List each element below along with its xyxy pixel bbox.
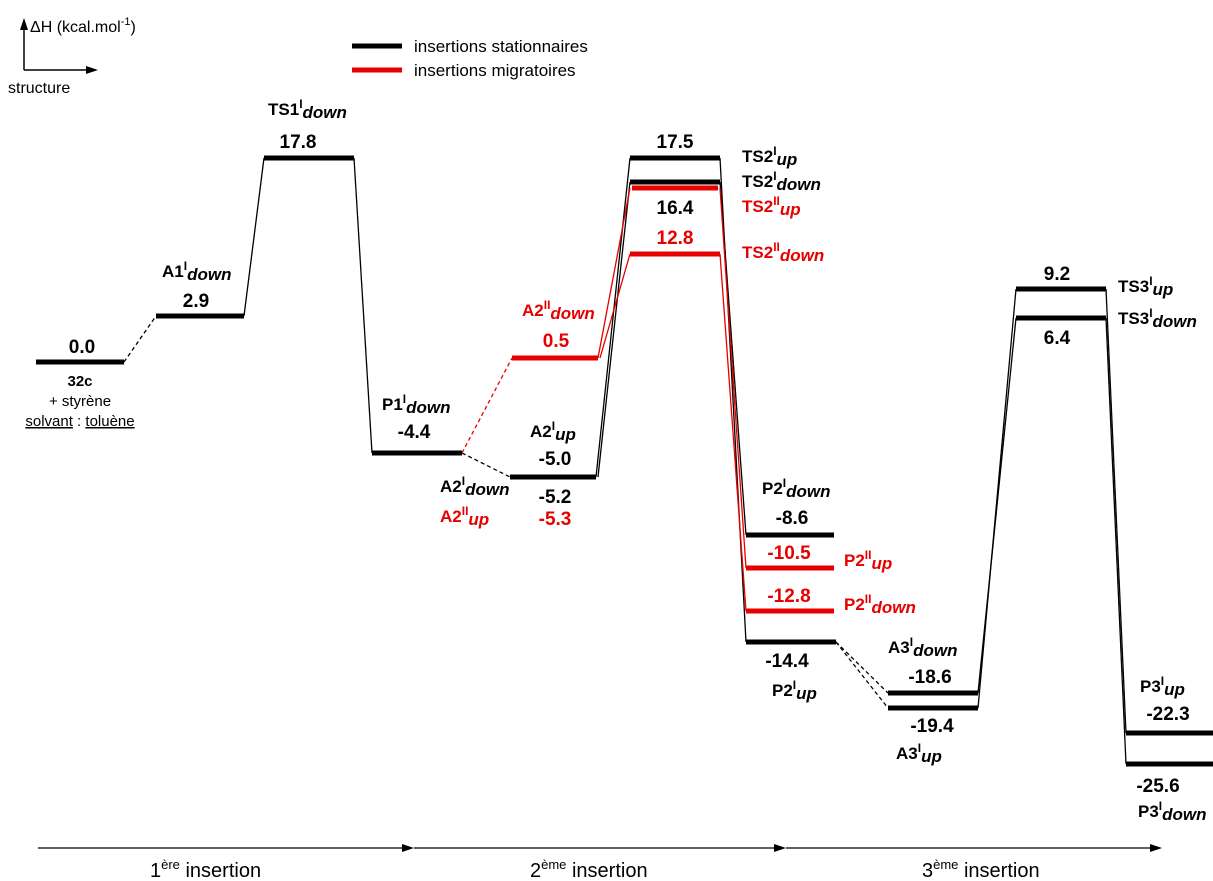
value-P3-down: -25.6 bbox=[1136, 776, 1179, 797]
phase-3-label: 3ème insertion bbox=[922, 857, 1040, 881]
value-TS3-up: 9.2 bbox=[1044, 264, 1070, 285]
value-A1-down: 2.9 bbox=[183, 291, 209, 312]
label-P2-up: P2Iup bbox=[772, 678, 817, 703]
start-compound: 32c bbox=[67, 373, 92, 390]
label-P2II-up: P2IIup bbox=[844, 548, 892, 573]
legend: insertions stationnaires insertions migr… bbox=[352, 37, 588, 80]
label-P3-up: P3Iup bbox=[1140, 674, 1185, 699]
value-P2II-down: -12.8 bbox=[767, 586, 810, 607]
value-TS3-down: 6.4 bbox=[1044, 328, 1071, 349]
axis-indicator: ΔH (kcal.mol-1) structure bbox=[8, 16, 136, 97]
legend-migratory: insertions migratoires bbox=[414, 61, 576, 80]
label-TS2II-down: TS2IIdown bbox=[742, 240, 824, 265]
connectors-stationary bbox=[123, 157, 1127, 765]
values-migratory: 0.5 -5.3 12.8 -10.5 -12.8 bbox=[539, 228, 811, 607]
value-TS2II-down: 12.8 bbox=[657, 228, 694, 249]
phase-1-label: 1ère insertion bbox=[150, 857, 261, 881]
value-A2II-down: 0.5 bbox=[543, 331, 570, 352]
labels-migratory: A2IIdown A2IIup TS2IIup TS2IIdown P2IIup… bbox=[440, 194, 916, 617]
label-A2II-down: A2IIdown bbox=[522, 298, 595, 323]
phase-2-label: 2ème insertion bbox=[530, 857, 648, 881]
value-P3-up: -22.3 bbox=[1146, 704, 1189, 725]
values-stationary: 0.0 2.9 17.8 -4.4 -5.0 -5.2 17.5 16.4 -8… bbox=[69, 132, 1190, 797]
value-TS1-down: 17.8 bbox=[280, 132, 317, 153]
start-solvent: solvant : toluène bbox=[25, 413, 134, 430]
label-TS2-down: TS2Idown bbox=[742, 169, 821, 194]
value-P1-down: -4.4 bbox=[398, 422, 431, 443]
label-A2-down: A2Idown bbox=[440, 474, 509, 499]
value-A2-down: -5.2 bbox=[539, 487, 572, 508]
value-P2-up: -14.4 bbox=[765, 651, 809, 672]
label-P2-down: P2Idown bbox=[762, 476, 831, 501]
label-A3-down: A3Idown bbox=[888, 635, 957, 660]
value-TS2-down: 16.4 bbox=[657, 198, 694, 219]
label-A2II-up: A2IIup bbox=[440, 504, 489, 529]
legend-stationary: insertions stationnaires bbox=[414, 37, 588, 56]
label-TS2-up: TS2Iup bbox=[742, 144, 797, 169]
label-A2-up: A2Iup bbox=[530, 419, 576, 444]
connectors-migratory bbox=[461, 187, 747, 612]
label-P2II-down: P2IIdown bbox=[844, 592, 916, 617]
value-A2-up: -5.0 bbox=[539, 449, 572, 470]
label-P1-down: P1Idown bbox=[382, 392, 451, 417]
y-axis-label: ΔH (kcal.mol-1) bbox=[30, 16, 136, 36]
levels-stationary bbox=[36, 155, 1213, 767]
value-A3-down: -18.6 bbox=[908, 667, 951, 688]
value-A3-up: -19.4 bbox=[910, 716, 954, 737]
start-reactant: + styrène bbox=[49, 393, 111, 410]
label-TS3-up: TS3Iup bbox=[1118, 274, 1173, 299]
value-P2II-up: -10.5 bbox=[767, 543, 811, 564]
labels-stationary: A1Idown TS1Idown P1Idown A2Idown A2Iup T… bbox=[162, 97, 1207, 824]
phase-axis: 1ère insertion 2ème insertion 3ème inser… bbox=[38, 844, 1162, 881]
levels-migratory bbox=[512, 185, 834, 614]
start-note: 32c + styrène solvant : toluène bbox=[25, 373, 134, 430]
label-P3-down: P3Idown bbox=[1138, 799, 1207, 824]
label-A1-down: A1Idown bbox=[162, 259, 231, 284]
label-A3-up: A3Iup bbox=[896, 741, 942, 766]
value-A2II-up: -5.3 bbox=[539, 509, 572, 530]
value-P2-down: -8.6 bbox=[776, 508, 809, 529]
label-TS2II-up: TS2IIup bbox=[742, 194, 801, 219]
x-axis-label: structure bbox=[8, 80, 70, 97]
label-TS1-down: TS1Idown bbox=[268, 97, 347, 122]
value-TS2-up: 17.5 bbox=[657, 132, 694, 153]
value-start: 0.0 bbox=[69, 337, 95, 358]
label-TS3-down: TS3Idown bbox=[1118, 306, 1197, 331]
